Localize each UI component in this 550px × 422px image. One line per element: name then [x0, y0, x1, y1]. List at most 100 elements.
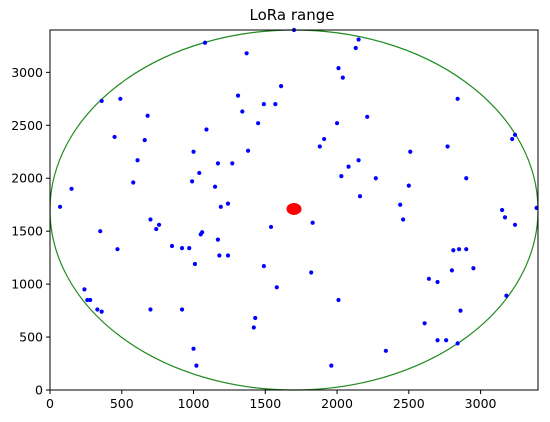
node-point: [225, 201, 231, 206]
node-point: [212, 184, 218, 189]
node-point: [334, 121, 340, 126]
node-point: [95, 307, 100, 312]
node-point: [187, 246, 192, 251]
node-point: [135, 158, 140, 163]
x-tick-label: 3000: [465, 396, 497, 411]
node-point: [145, 113, 150, 118]
node-point: [336, 297, 341, 303]
node-point: [458, 308, 463, 313]
node-point: [192, 261, 198, 267]
node-point: [154, 226, 159, 232]
node-point: [273, 102, 278, 107]
node-point: [455, 96, 460, 101]
node-point: [464, 247, 469, 252]
node-point: [99, 309, 104, 314]
node-point: [502, 215, 508, 220]
node-point: [309, 270, 314, 275]
node-point: [512, 132, 518, 137]
node-point: [225, 253, 231, 258]
node-point: [500, 207, 505, 213]
node-point: [455, 341, 460, 346]
node-point: [179, 246, 185, 251]
node-point: [398, 202, 403, 207]
node-point: [191, 149, 196, 154]
node-point: [194, 363, 199, 368]
node-point: [148, 307, 153, 312]
node-point: [444, 338, 449, 343]
node-point: [218, 204, 223, 209]
node-point: [512, 222, 518, 227]
node-point: [346, 164, 351, 169]
node-point: [464, 176, 469, 181]
node-point: [261, 264, 266, 269]
node-point: [253, 315, 258, 321]
node-point: [449, 268, 454, 273]
node-point: [400, 217, 406, 222]
node-point: [353, 45, 358, 51]
node-point: [471, 266, 476, 271]
node-point: [357, 194, 363, 199]
node-point: [268, 224, 274, 230]
node-point: [504, 293, 509, 298]
node-point: [339, 174, 344, 179]
x-tick-label: 1000: [178, 396, 210, 411]
y-tick-label: 1500: [11, 224, 43, 239]
node-point: [408, 149, 413, 154]
node-point: [235, 93, 241, 98]
x-tick-label: 500: [110, 396, 134, 411]
node-point: [197, 170, 202, 176]
node-point: [118, 96, 123, 101]
x-axis: 0 500 1000 1500 2000 2500 3000: [46, 390, 497, 411]
node-point: [310, 220, 315, 225]
node-point: [256, 121, 261, 126]
node-point: [340, 75, 345, 80]
node-point: [365, 114, 370, 119]
y-tick-label: 0: [35, 383, 43, 398]
y-tick-label: 500: [19, 330, 43, 345]
node-point: [217, 253, 222, 258]
node-point: [191, 346, 196, 351]
y-axis: 0 500 1000 1500 2000 2500 3000: [11, 65, 50, 398]
node-point: [156, 222, 162, 227]
node-point: [179, 307, 185, 312]
node-point: [435, 338, 440, 343]
x-tick-label: 0: [46, 396, 54, 411]
node-point: [435, 279, 440, 285]
node-point: [356, 158, 361, 163]
node-point: [88, 297, 93, 303]
node-point: [245, 148, 251, 153]
node-point: [198, 232, 203, 237]
node-point: [215, 237, 221, 242]
x-tick-label: 1500: [249, 396, 281, 411]
node-point: [98, 229, 103, 234]
node-point: [422, 321, 427, 326]
node-point: [169, 243, 175, 249]
node-point: [115, 247, 120, 252]
node-point: [204, 127, 209, 132]
node-point: [82, 287, 87, 292]
node-point: [261, 102, 266, 107]
y-tick-label: 2500: [11, 118, 43, 133]
node-point: [329, 363, 334, 368]
node-point: [456, 247, 462, 252]
x-tick-label: 2500: [393, 396, 425, 411]
node-point: [148, 217, 153, 222]
node-point: [85, 297, 90, 303]
node-point: [244, 51, 249, 56]
y-tick-label: 3000: [11, 65, 43, 80]
node-point: [142, 138, 147, 143]
node-point: [112, 134, 117, 140]
y-tick-label: 1000: [11, 277, 43, 292]
node-point: [383, 348, 388, 353]
node-point: [189, 179, 195, 184]
node-point: [202, 40, 208, 45]
node-point: [510, 136, 515, 142]
node-point: [336, 66, 341, 71]
node-point: [373, 176, 378, 181]
node-point: [278, 84, 284, 89]
node-point: [322, 136, 327, 142]
node-point: [230, 161, 235, 166]
plot-area-frame: [49, 29, 539, 391]
